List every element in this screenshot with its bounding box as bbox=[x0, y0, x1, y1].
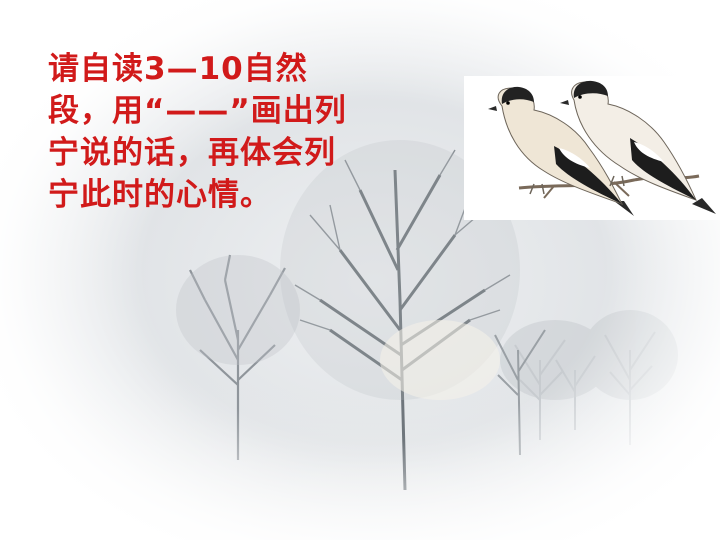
instruction-line-4: 宁此时的心情。 bbox=[48, 177, 272, 213]
bullfinches-image bbox=[488, 80, 716, 216]
birds-illustration bbox=[464, 76, 720, 220]
bird-left bbox=[488, 86, 634, 216]
instruction-line-3: 宁说的话，再体会列 bbox=[48, 135, 336, 171]
bird-right bbox=[560, 80, 716, 214]
instruction-line-2: 段，用“——”画出列 bbox=[48, 93, 347, 129]
instruction-line-1: 请自读3—10自然 bbox=[48, 51, 308, 87]
instruction-text: 请自读3—10自然 段，用“——”画出列 宁说的话，再体会列 宁此时的心情。 bbox=[48, 48, 378, 216]
